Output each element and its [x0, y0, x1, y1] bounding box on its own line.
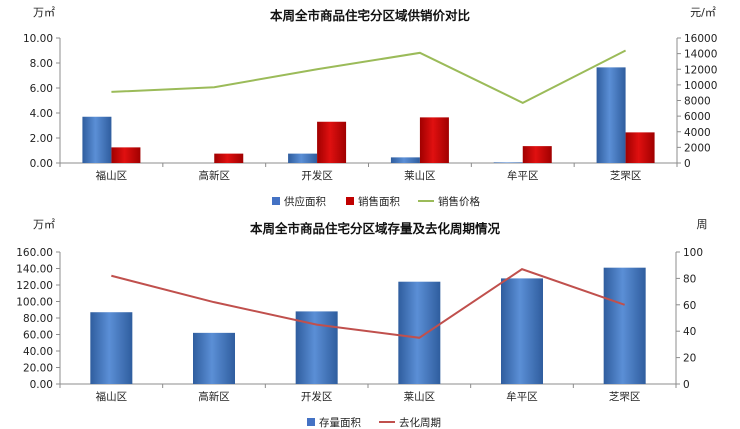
legend-label: 存量面积 — [319, 416, 361, 429]
legend-label: 供应面积 — [284, 195, 326, 208]
y2-tick-label: 4000 — [684, 127, 711, 139]
y2-tick-label: 10000 — [684, 80, 717, 92]
chart2-left-unit: 万㎡ — [33, 218, 55, 231]
y-tick-label: 160.00 — [16, 247, 53, 259]
x-tick-label: 福山区 — [96, 169, 128, 182]
chart1-bars — [82, 67, 655, 163]
y-tick-label: 140.00 — [16, 264, 53, 276]
bar-存量面积 — [193, 332, 235, 384]
x-tick-label: 开发区 — [301, 169, 333, 182]
bar-供应面积 — [596, 67, 626, 163]
y2-tick-label: 0 — [683, 379, 690, 391]
bar-供应面积 — [493, 162, 523, 163]
bar-供应面积 — [82, 116, 112, 163]
x-tick-label: 开发区 — [301, 390, 333, 403]
x-tick-label: 芝罘区 — [610, 169, 642, 182]
legend-label: 去化周期 — [399, 416, 441, 429]
y2-tick-label: 80 — [683, 273, 696, 285]
chart1-legend: 供应面积 销售面积 销售价格 — [272, 195, 480, 208]
chart1-line — [111, 49, 627, 104]
y2-tick-label: 0 — [684, 158, 691, 170]
chart2-bars — [90, 267, 646, 384]
y-tick-label: 0.00 — [30, 379, 53, 391]
y2-tick-label: 60 — [683, 300, 696, 312]
legend-swatch — [346, 197, 354, 205]
y-tick-label: 0.00 — [30, 158, 53, 170]
y2-tick-label: 14000 — [684, 49, 717, 61]
x-tick-label: 牟平区 — [507, 169, 539, 182]
bar-存量面积 — [603, 267, 646, 384]
x-tick-label: 福山区 — [96, 390, 128, 403]
y2-tick-label: 6000 — [684, 111, 711, 123]
y2-tick-label: 20 — [683, 353, 696, 365]
y-tick-label: 100.00 — [16, 297, 53, 309]
bar-供应面积 — [390, 157, 420, 163]
y-tick-label: 8.00 — [30, 58, 53, 70]
x-tick-label: 莱山区 — [404, 391, 436, 403]
chart1-title: 本周全市商品住宅分区域供销价对比 — [270, 8, 471, 23]
bar-销售面积 — [419, 117, 449, 163]
bar-销售面积 — [522, 146, 552, 163]
bar-存量面积 — [295, 311, 338, 384]
chart-supply-sales-price: 本周全市商品住宅分区域供销价对比 万㎡ 元/㎡ 0.00 2.00 4.00 6.00… — [23, 6, 717, 208]
x-tick-label: 牟平区 — [506, 390, 538, 403]
y-tick-label: 20.00 — [23, 363, 53, 375]
y-tick-label: 4.00 — [30, 108, 53, 120]
chart1-right-unit: 元/㎡ — [690, 6, 716, 19]
bar-销售面积 — [111, 147, 141, 163]
y-tick-label: 80.00 — [23, 313, 53, 325]
x-tick-label: 莱山区 — [404, 170, 436, 182]
y2-tick-label: 12000 — [684, 64, 717, 76]
chart2-right-unit: 周 — [697, 218, 708, 231]
chart2-legend: 存量面积 去化周期 — [307, 416, 441, 429]
bar-存量面积 — [398, 281, 441, 384]
x-tick-label: 高新区 — [198, 390, 230, 403]
chart2-axes: 0.00 20.00 40.00 60.00 80.00 100.00 120.00 140.… — [16, 247, 703, 403]
y2-tick-label: 100 — [683, 247, 703, 259]
x-tick-label: 高新区 — [199, 169, 231, 182]
y2-tick-label: 16000 — [684, 33, 717, 45]
legend-swatch — [307, 418, 315, 426]
line-销售价格 — [111, 49, 627, 104]
y-tick-label: 40.00 — [23, 346, 53, 358]
y-tick-label: 2.00 — [30, 133, 53, 145]
bar-销售面积 — [317, 121, 347, 163]
chart1-left-unit: 万㎡ — [33, 6, 55, 19]
chart2-line — [111, 268, 625, 339]
y-tick-label: 6.00 — [30, 83, 53, 95]
y2-tick-label: 2000 — [684, 142, 711, 154]
legend-label: 销售价格 — [438, 195, 480, 208]
legend-label: 销售面积 — [358, 195, 400, 208]
legend-swatch — [272, 197, 280, 205]
chart-inventory-turnover: 本周全市商品住宅分区域存量及去化周期情况 万㎡ 周 0.00 20.00 40.00… — [16, 218, 707, 429]
y-tick-label: 10.00 — [23, 33, 53, 45]
y2-tick-label: 8000 — [684, 96, 711, 108]
bar-存量面积 — [501, 278, 543, 384]
bar-供应面积 — [288, 153, 318, 163]
bar-销售面积 — [214, 153, 244, 163]
x-tick-label: 芝罘区 — [609, 390, 641, 403]
y-tick-label: 120.00 — [16, 280, 53, 292]
chart1-axes: 0.00 2.00 4.00 6.00 8.00 10.00 0 2000 4000 6000 80… — [23, 33, 717, 182]
bar-销售面积 — [625, 132, 655, 163]
y-tick-label: 60.00 — [23, 330, 53, 342]
bar-存量面积 — [90, 312, 133, 384]
chart2-title: 本周全市商品住宅分区域存量及去化周期情况 — [250, 221, 501, 236]
line-去化周期 — [111, 268, 625, 339]
y2-tick-label: 40 — [683, 326, 696, 338]
